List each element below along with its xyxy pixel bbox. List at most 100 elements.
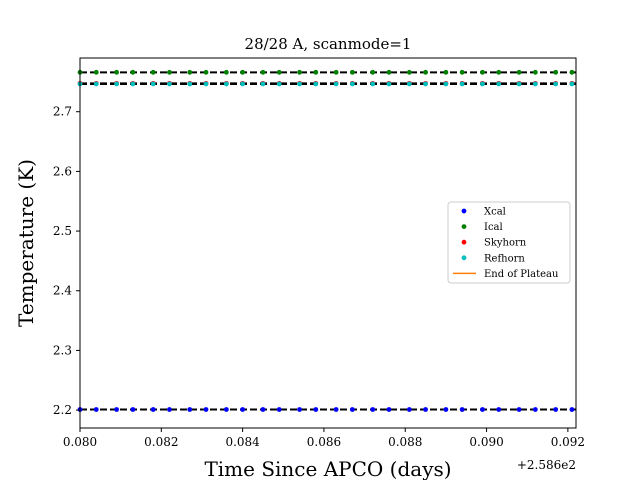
data-point-refhorn [406,81,412,87]
data-point-refhorn [297,81,302,87]
data-point-ical [313,69,319,75]
data-point-xcal [480,407,485,412]
data-point-xcal [569,407,575,412]
data-point-refhorn [276,81,282,87]
data-point-xcal [349,407,355,412]
data-point-xcal [333,407,339,412]
data-point-xcal [276,407,282,412]
plot-marks [77,69,576,412]
y-tick-label: 2.4 [53,284,72,298]
legend: Xcal Ical Skyhorn Refhorn End of Plateau [447,201,571,284]
data-point-xcal [223,407,229,412]
x-tick-label: 0.088 [388,435,422,449]
data-point-refhorn [386,81,392,87]
data-point-refhorn [114,81,119,87]
x-axis-label: Time Since APCO (days) [204,457,451,480]
data-point-ical [349,69,355,75]
y-tick-label: 2.6 [53,164,72,178]
data-point-refhorn [150,81,156,87]
data-point-ical [203,69,209,75]
data-point-ical [553,69,559,75]
data-point-refhorn [223,81,229,87]
legend-marker-skyhorn [461,239,467,245]
legend-label: Ical [484,222,503,233]
data-point-refhorn [532,81,538,87]
data-point-xcal [370,407,376,412]
legend-label: Skyhorn [484,238,527,249]
x-tick-label: 0.080 [63,435,97,449]
x-tick-label: 0.090 [469,435,503,449]
data-point-ical [569,69,575,75]
data-point-xcal [297,407,302,412]
data-point-xcal [443,407,449,412]
data-point-xcal [240,407,246,412]
data-point-refhorn [459,81,465,87]
chart-title: 28/28 A, scanmode=1 [245,35,412,53]
data-point-refhorn [569,81,575,87]
data-point-ical [443,69,449,75]
data-point-xcal [93,407,99,412]
data-point-refhorn [240,81,246,87]
data-point-ical [333,69,339,75]
data-point-xcal [386,407,392,412]
data-point-xcal [260,407,266,412]
data-point-refhorn [443,81,449,87]
data-point-xcal [532,407,538,412]
plot-frame [79,57,577,429]
data-point-xcal [423,407,428,412]
data-point-xcal [313,407,319,412]
data-point-ical [386,69,392,75]
data-point-xcal [459,407,465,412]
data-point-refhorn [423,81,428,87]
data-point-xcal [406,407,412,412]
data-point-ical [93,69,99,75]
data-point-ical [406,69,412,75]
legend-marker-xcal [461,208,467,214]
data-point-refhorn [187,81,193,87]
data-point-ical [260,69,266,75]
y-axis-ticks: 2.2 2.3 2.4 2.5 2.6 2.7 [53,105,80,417]
data-point-refhorn [260,81,266,87]
x-axis-offset-text: +2.586e2 [517,458,576,472]
data-point-xcal [516,407,522,412]
data-point-xcal [187,407,193,412]
data-point-ical [297,69,302,75]
legend-box [447,201,571,284]
data-point-ical [459,69,465,75]
legend-marker-ical [461,224,467,230]
legend-marker-refhorn [461,255,467,261]
data-point-ical [187,69,193,75]
y-tick-label: 2.5 [53,224,72,238]
data-point-refhorn [496,81,502,87]
data-point-xcal [150,407,156,412]
data-point-ical [423,69,428,75]
data-point-ical [223,69,229,75]
data-point-ical [370,69,376,75]
data-point-refhorn [516,81,522,87]
data-point-ical [480,69,485,75]
data-point-refhorn [167,81,172,87]
legend-label: Xcal [484,207,506,218]
data-point-ical [496,69,502,75]
data-point-xcal [496,407,502,412]
data-point-ical [130,69,136,75]
data-point-ical [114,69,119,75]
data-point-refhorn [130,81,136,87]
legend-label: End of Plateau [484,269,559,280]
data-point-refhorn [480,81,485,87]
data-point-ical [150,69,156,75]
y-tick-label: 2.2 [53,403,72,417]
data-point-ical [516,69,522,75]
data-point-refhorn [313,81,319,87]
data-point-ical [532,69,538,75]
x-tick-label: 0.082 [144,435,178,449]
y-tick-label: 2.3 [53,343,72,357]
x-tick-label: 0.084 [225,435,260,449]
data-point-xcal [130,407,136,412]
data-point-refhorn [349,81,355,87]
x-tick-label: 0.086 [307,435,341,449]
data-point-ical [167,69,172,75]
data-point-ical [240,69,246,75]
x-axis-ticks: 0.080 0.082 0.084 0.086 0.088 0.090 0.092 [63,428,585,449]
